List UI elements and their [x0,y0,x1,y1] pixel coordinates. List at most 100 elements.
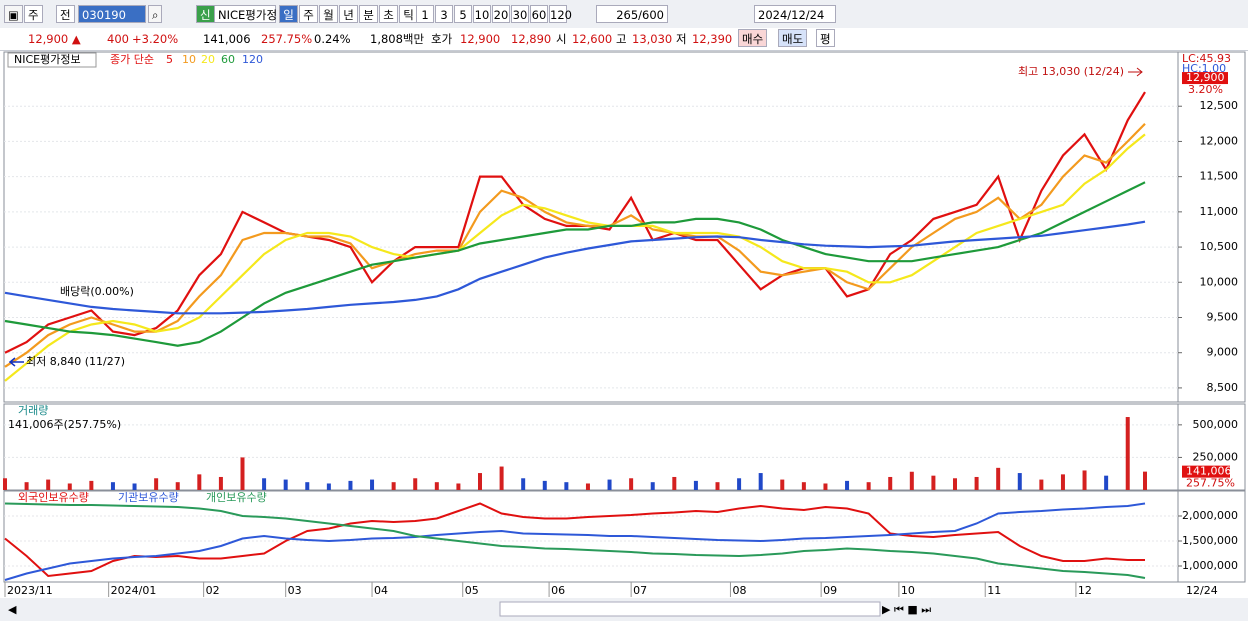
period-select[interactable]: 주 [24,5,43,23]
tab[interactable]: 30 [511,5,529,23]
series-line [4,220,1146,315]
volume-bar [974,476,979,490]
volume-bar [305,482,310,490]
volume-bar [89,480,94,490]
volume-bar [3,478,7,490]
tab[interactable]: 120 [549,5,572,23]
buy-btn[interactable]: 매수 [738,29,768,47]
tab[interactable]: 주 [299,5,318,23]
bid-label: 호가 [431,32,453,46]
tab[interactable]: 60 [530,5,548,23]
volume-bar [175,482,180,490]
y-tick-label: 1,500,000 [1182,534,1238,547]
y-tick-label: 8,500 [1207,381,1239,394]
y-tick-label: 10,500 [1200,240,1239,253]
volume-bar [240,457,245,490]
scroll-thumb[interactable] [499,601,881,617]
prev-btn[interactable]: 전 [56,5,75,23]
price-tag [1182,72,1228,85]
y-tick-label: 11,500 [1200,170,1239,183]
volume-bar [348,480,353,490]
tab[interactable]: 분 [359,5,378,23]
tab[interactable]: 월 [319,5,338,23]
ratio-tag: 257.75% [1186,477,1235,490]
x-tick-label: 11 [987,584,1001,597]
volume: 141,006 [203,32,251,46]
volume-bar [672,476,677,490]
series-line [4,502,1145,578]
code-input[interactable]: 030190 [78,5,146,23]
series-line [4,502,1146,581]
y-tick-label: 9,500 [1207,310,1239,323]
legend-item: 외국인보유수량 [18,491,89,504]
low-label: 저 [676,32,687,46]
axis-panel [1177,490,1246,583]
volume-bar [629,478,634,490]
volume-bar [953,478,957,490]
volume-bar [283,479,288,490]
x-tick-label: 2023/11 [7,584,53,597]
y-tick-label: 10,000 [1200,275,1239,288]
y-tick-label: 500,000 [1193,418,1239,431]
volume-bar [1017,473,1022,490]
volume-subtitle: 141,006주(257.75%) [8,418,121,431]
legend-box [7,52,97,68]
layout-btn[interactable]: ▣ [4,5,23,23]
high-arrow [1128,67,1143,77]
legend-prefix: 종가 단순 [110,53,154,66]
tab[interactable]: 년 [339,5,358,23]
volume-ratio: 257.75% [261,32,313,46]
tab[interactable]: 1 [416,5,434,23]
tab[interactable]: 5 [454,5,472,23]
bid: 12,890 [511,32,552,46]
volume-bar [1125,417,1130,490]
new-badge: 신 [196,5,215,23]
y-tick-label: 1,000,000 [1182,559,1238,572]
volume-bar [434,482,439,490]
hc-label: HC:1.00 [1182,62,1226,75]
scroll-left[interactable]: ◀ [8,603,17,616]
high-label: 고 [616,32,627,46]
tab[interactable]: 20 [492,5,510,23]
volume-bar [132,483,137,490]
volume-bar [1104,475,1109,490]
volume-bar [478,473,482,490]
volume-bar [521,478,526,490]
volume-bar [607,479,612,490]
volume-bar [564,482,569,490]
volume-bar [1039,479,1044,490]
open-label: 시 [556,32,567,46]
high: 13,030 [632,32,673,46]
y-tick-label: 11,000 [1200,205,1239,218]
tab[interactable]: 일 [279,5,298,23]
volume-bar [456,483,461,490]
tab[interactable]: 3 [435,5,453,23]
x-tick-label: 2024/01 [111,584,157,597]
tab[interactable]: 초 [379,5,398,23]
date-input[interactable]: 2024/12/24 [754,5,836,23]
volume-bar [46,479,51,490]
scroll-right[interactable]: ▶ ⏮ ■ ⏭ [882,603,931,616]
legend-item: 20 [201,53,215,66]
legend-item: 5 [166,53,173,66]
low-annotation: 최저 8,840 (11/27) [26,355,125,368]
volume-bar [542,480,547,490]
volume-bar [1143,471,1147,490]
legend-item: 개인보유수량 [206,491,267,504]
volume-bar [154,478,159,490]
volume-tag-label: 141,006 [1186,465,1232,478]
count-input[interactable]: 265/600 [596,5,668,23]
tab[interactable]: 10 [473,5,491,23]
volume-bar [758,473,763,490]
sell-btn[interactable]: 매도 [778,29,808,47]
search-btn[interactable]: ⌕ [148,5,163,23]
volume-tag [1182,465,1230,478]
axis-panel [1177,51,1246,403]
low-arrow [8,357,24,367]
avg-btn[interactable]: 평 [816,29,835,47]
series-line [4,133,1146,382]
volume-bar [780,479,785,490]
